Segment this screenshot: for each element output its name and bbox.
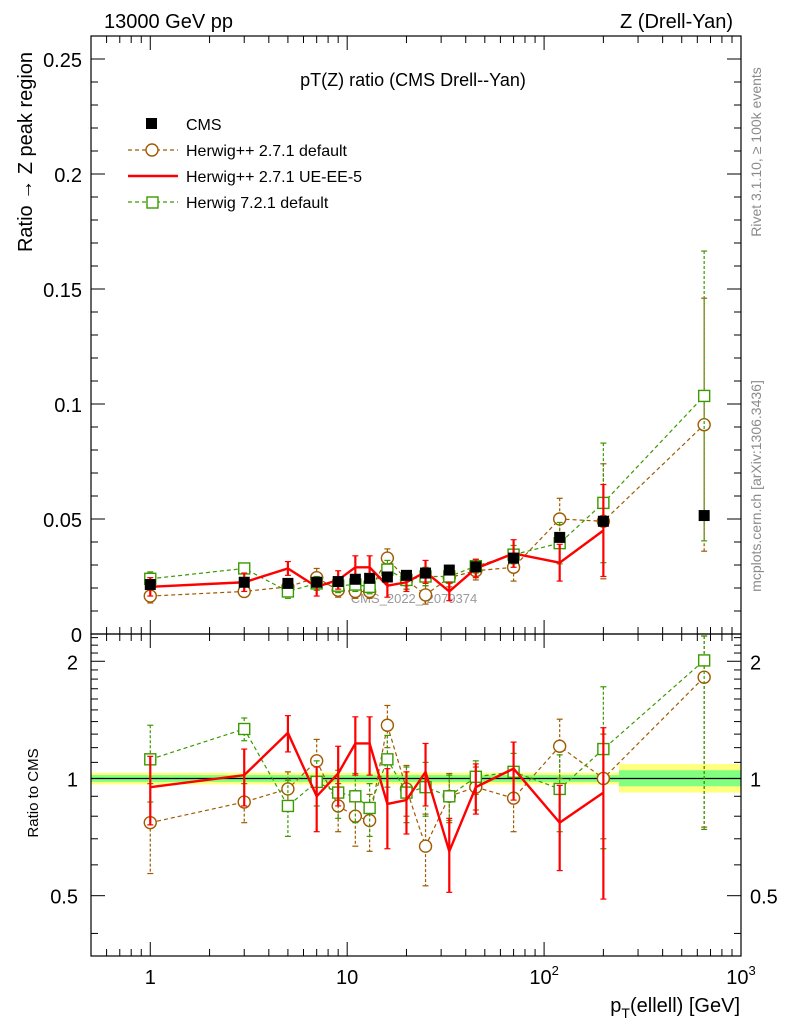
ratio-point-herwig-7-2-1-default: [281, 799, 295, 813]
main-point-cms: [364, 572, 376, 584]
main-point-cms: [311, 576, 323, 588]
x-tick-label: 102: [529, 963, 558, 989]
header-right: Z (Drell-Yan): [620, 11, 733, 33]
legend-label-herwig7-default: Herwig 7.2.1 default: [186, 195, 329, 212]
ratio-y-axis-label: Ratio to CMS: [25, 748, 42, 837]
ratio-panel: Ratio to CMS 0.5 0.5 1 1 2 2 1 10 102 103 pT(elle…: [25, 633, 778, 1021]
ratio-point-herwig-7-2-1-default: [443, 790, 456, 803]
main-point-cms: [420, 567, 432, 579]
analysis-watermark: CMS_2022_I2079374: [351, 591, 478, 606]
ratio-point-herwig-7-2-1-default: [697, 654, 711, 667]
ratio-line-herwig-7-2-1-default: [150, 659, 705, 809]
main-point-cms: [238, 576, 250, 588]
ratio-point-herwig-2-7-1-default: [418, 839, 433, 853]
main-point-cms: [349, 573, 361, 585]
main-panel: pT(Z) ratio (CMS Drell--Yan) CMS_2022_I2…: [15, 35, 742, 647]
main-point-herwig-7-2-1-default: [697, 389, 711, 403]
legend-label-herwigpp-ueee5: Herwig++ 2.7.1 UE-EE-5: [186, 169, 362, 186]
legend: CMS Herwig++ 2.7.1 default Herwig++ 2.7.…: [128, 117, 362, 212]
rivet-label: Rivet 3.1.10, ≥ 100k events: [748, 67, 764, 237]
ratio-point-herwig-2-7-1-default: [552, 739, 567, 753]
main-y-tick-label: 0: [71, 625, 82, 647]
main-point-cms: [597, 515, 609, 527]
legend-marker-cms: [146, 118, 157, 129]
main-point-cms: [470, 561, 482, 573]
main-point-cms: [332, 576, 344, 588]
main-point-cms: [400, 569, 412, 581]
legend-marker-herwigpp-default: [145, 143, 159, 157]
ratio-plot-frame: [90, 633, 742, 957]
ratio-point-herwig-7-2-1-default: [363, 801, 376, 815]
ratio-y-tick-label-right: 1: [750, 769, 761, 791]
main-point-cms: [381, 571, 393, 583]
main-line-herwig-7-2-1-default: [150, 395, 705, 593]
main-point-cms: [698, 510, 710, 522]
ratio-point-herwig-7-2-1-default: [238, 722, 251, 736]
mcplots-label: mcplots.cern.ch [arXiv:1306.3436]: [748, 380, 764, 592]
x-axis-label: pT(ellell) [GeV]: [610, 995, 740, 1021]
main-point-cms: [554, 531, 566, 543]
main-y-tick-label: 0.15: [43, 280, 82, 302]
ratio-point-herwig-7-2-1-default: [381, 753, 394, 766]
main-y-tick-label: 0.25: [43, 50, 82, 72]
ratio-y-tick-label: 1: [67, 769, 78, 791]
main-y-axis-label: Ratio → Z peak region: [15, 52, 37, 252]
ratio-y-tick-label-right: 0.5: [750, 887, 778, 909]
legend-marker-herwig7-default: [146, 196, 159, 209]
main-point-cms: [443, 564, 455, 576]
header-left: 13000 GeV pp: [104, 11, 233, 33]
main-y-tick-label: 0.05: [43, 510, 82, 532]
ratio-y-tick-label: 2: [67, 652, 78, 674]
legend-label-cms: CMS: [186, 117, 222, 134]
main-line-herwig-2-7-1-ue-ee-5: [150, 529, 605, 594]
main-y-tick-label: 0.2: [54, 165, 82, 187]
ratio-line-herwig-2-7-1-default: [150, 676, 705, 848]
ratio-point-herwig-2-7-1-default: [380, 718, 395, 732]
ratio-y-tick-label: 0.5: [50, 887, 78, 909]
main-y-tick-label: 0.1: [54, 395, 82, 417]
ratio-line-herwig-2-7-1-ue-ee-5: [150, 730, 605, 855]
main-line-herwig-2-7-1-default: [150, 424, 705, 597]
main-point-herwig-7-2-1-default: [238, 562, 251, 575]
main-point-cms: [508, 552, 520, 564]
main-title: pT(Z) ratio (CMS Drell--Yan): [300, 70, 526, 90]
ratio-point-herwig-7-2-1-default: [349, 790, 362, 803]
x-tick-label: 10: [336, 967, 358, 989]
legend-label-herwigpp-default: Herwig++ 2.7.1 default: [186, 143, 348, 160]
x-tick-label: 1: [145, 967, 156, 989]
main-point-cms: [282, 577, 294, 589]
ratio-y-tick-label-right: 2: [750, 652, 761, 674]
main-point-cms: [144, 579, 156, 591]
main-point-herwig-2-7-1-default: [418, 588, 433, 602]
x-tick-label: 103: [726, 963, 755, 989]
